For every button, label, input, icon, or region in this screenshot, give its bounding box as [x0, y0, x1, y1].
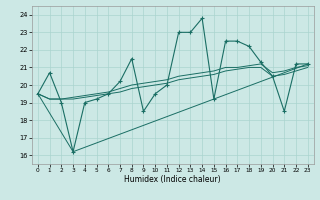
X-axis label: Humidex (Indice chaleur): Humidex (Indice chaleur)	[124, 175, 221, 184]
